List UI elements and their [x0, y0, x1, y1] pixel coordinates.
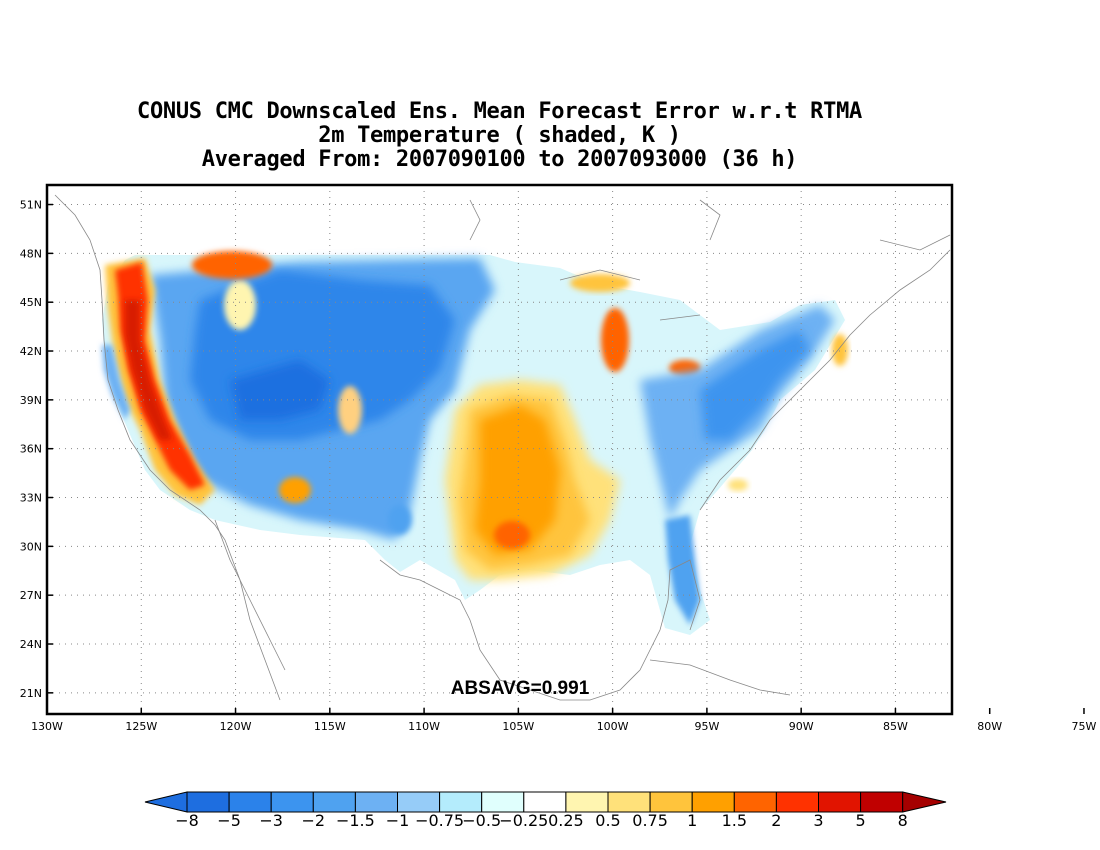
colorbar-label: −0.75	[415, 811, 464, 830]
canada-lakes	[469, 199, 951, 321]
lat-tick-label: 42N	[20, 345, 42, 358]
lon-tick-label: 85W	[883, 720, 908, 733]
colorbar-label: 0.75	[632, 811, 668, 830]
coastal-cold-strip	[102, 345, 130, 420]
westcoast-warm-core	[125, 300, 172, 440]
colorbar-label: 0.5	[595, 811, 620, 830]
colorbar-label: −8	[175, 811, 199, 830]
pacific-coast	[54, 194, 281, 701]
baja	[214, 519, 286, 671]
lat-tick-label: 48N	[20, 247, 42, 260]
colorbar-label: 2	[771, 811, 781, 830]
colorbar-box	[312, 791, 356, 813]
lat-tick-label: 39N	[20, 394, 42, 407]
plains-warm-core	[475, 405, 560, 555]
colorbar-label: 5	[856, 811, 866, 830]
colorbar-box	[649, 791, 693, 813]
colorbar-arrow-high	[902, 791, 947, 813]
rocky-cold-core	[230, 360, 330, 420]
lat-tick-label: 45N	[20, 296, 42, 309]
idaho-white-patch	[224, 280, 256, 330]
colorbar-label: −0.25	[499, 811, 548, 830]
lon-tick-label: 100W	[597, 720, 629, 733]
lon-tick-label: 80W	[977, 720, 1002, 733]
colorbar-label: −1.5	[336, 811, 375, 830]
title-block: CONUS CMC Downscaled Ens. Mean Forecast …	[47, 100, 952, 172]
maine-warm	[832, 334, 848, 366]
lat-tick-label: 30N	[20, 540, 42, 553]
coastlines	[54, 194, 951, 701]
lat-tick-label: 33N	[20, 492, 42, 505]
colorbar-box	[860, 791, 904, 813]
colorbar-box	[523, 791, 567, 813]
lat-tick-label: 27N	[20, 589, 42, 602]
colorbar-arrow-low	[144, 791, 188, 813]
colorbar-box	[354, 791, 398, 813]
absavg-annotation: ABSAVG=0.991	[451, 678, 590, 699]
texas-warm-core	[494, 521, 530, 549]
colorbar-box	[397, 791, 441, 813]
utah-warm-patch	[338, 386, 362, 434]
colorbar-box	[565, 791, 609, 813]
lon-tick-label: 125W	[125, 720, 157, 733]
error-field	[102, 251, 848, 635]
colorbar-box	[228, 791, 272, 813]
gulf-coast	[379, 559, 701, 701]
colorbar-box	[691, 791, 735, 813]
lat-axis: 51N 48N 45N 42N 39N 36N 33N 30N 27N 24N 21N	[20, 199, 53, 700]
lon-tick-label: 105W	[502, 720, 534, 733]
lat-tick-label: 21N	[20, 687, 42, 700]
lon-tick-label: 120W	[220, 720, 252, 733]
lake-superior-warm	[570, 274, 630, 292]
colorbar-box	[439, 791, 483, 813]
lat-tick-label: 24N	[20, 638, 42, 651]
east-cold-core	[700, 330, 810, 440]
basin-warm-patch	[279, 477, 311, 503]
colorbar-label: −3	[259, 811, 283, 830]
cuba	[649, 659, 791, 696]
title-line-2: 2m Temperature ( shaded, K )	[318, 123, 681, 148]
colorbar-label: 0.25	[548, 811, 584, 830]
colorbar-label: −0.5	[462, 811, 501, 830]
carolina-warm	[728, 479, 748, 491]
atlantic-coast	[699, 249, 951, 511]
lon-tick-label: 115W	[314, 720, 346, 733]
colorbar-box	[733, 791, 777, 813]
title-line-3: Averaged From: 2007090100 to 2007093000 …	[201, 147, 798, 172]
colorbar-label: 8	[898, 811, 908, 830]
colorbar-box	[818, 791, 862, 813]
lon-tick-label: 75W	[1072, 720, 1097, 733]
colorbar-label: 1	[687, 811, 697, 830]
lat-tick-label: 51N	[20, 199, 42, 212]
colorbar-box	[270, 791, 314, 813]
lon-tick-label: 110W	[408, 720, 440, 733]
title-line-1: CONUS CMC Downscaled Ens. Mean Forecast …	[137, 99, 862, 124]
lon-tick-label: 130W	[31, 720, 63, 733]
lat-tick-label: 36N	[20, 443, 42, 456]
montana-warm-patch	[192, 251, 272, 279]
colorbar-label: −5	[217, 811, 241, 830]
grid	[47, 185, 952, 714]
florida-cold	[665, 515, 700, 625]
map-frame	[45, 183, 954, 716]
colorbar-box	[481, 791, 525, 813]
colorbar-box	[775, 791, 820, 813]
colorbar: −8 −5 −3 −2 −1.5 −1 −0.75−0.5−0.25 0.25 0.5 0.75 1…	[144, 791, 947, 830]
colorbar-label: −1	[386, 811, 410, 830]
lon-axis: 130W 125W 120W 115W 110W 105W 100W 95W 90W 85W 80W…	[31, 708, 1097, 733]
oklahoma-cold	[388, 505, 412, 535]
colorbar-box	[607, 791, 651, 813]
colorbar-label: 1.5	[722, 811, 747, 830]
colorbar-label: −2	[302, 811, 326, 830]
colorbar-label: 3	[813, 811, 823, 830]
lake-michigan-warm	[601, 308, 629, 372]
lon-tick-label: 90W	[789, 720, 814, 733]
colorbar-box	[186, 791, 230, 813]
lon-tick-label: 95W	[694, 720, 719, 733]
